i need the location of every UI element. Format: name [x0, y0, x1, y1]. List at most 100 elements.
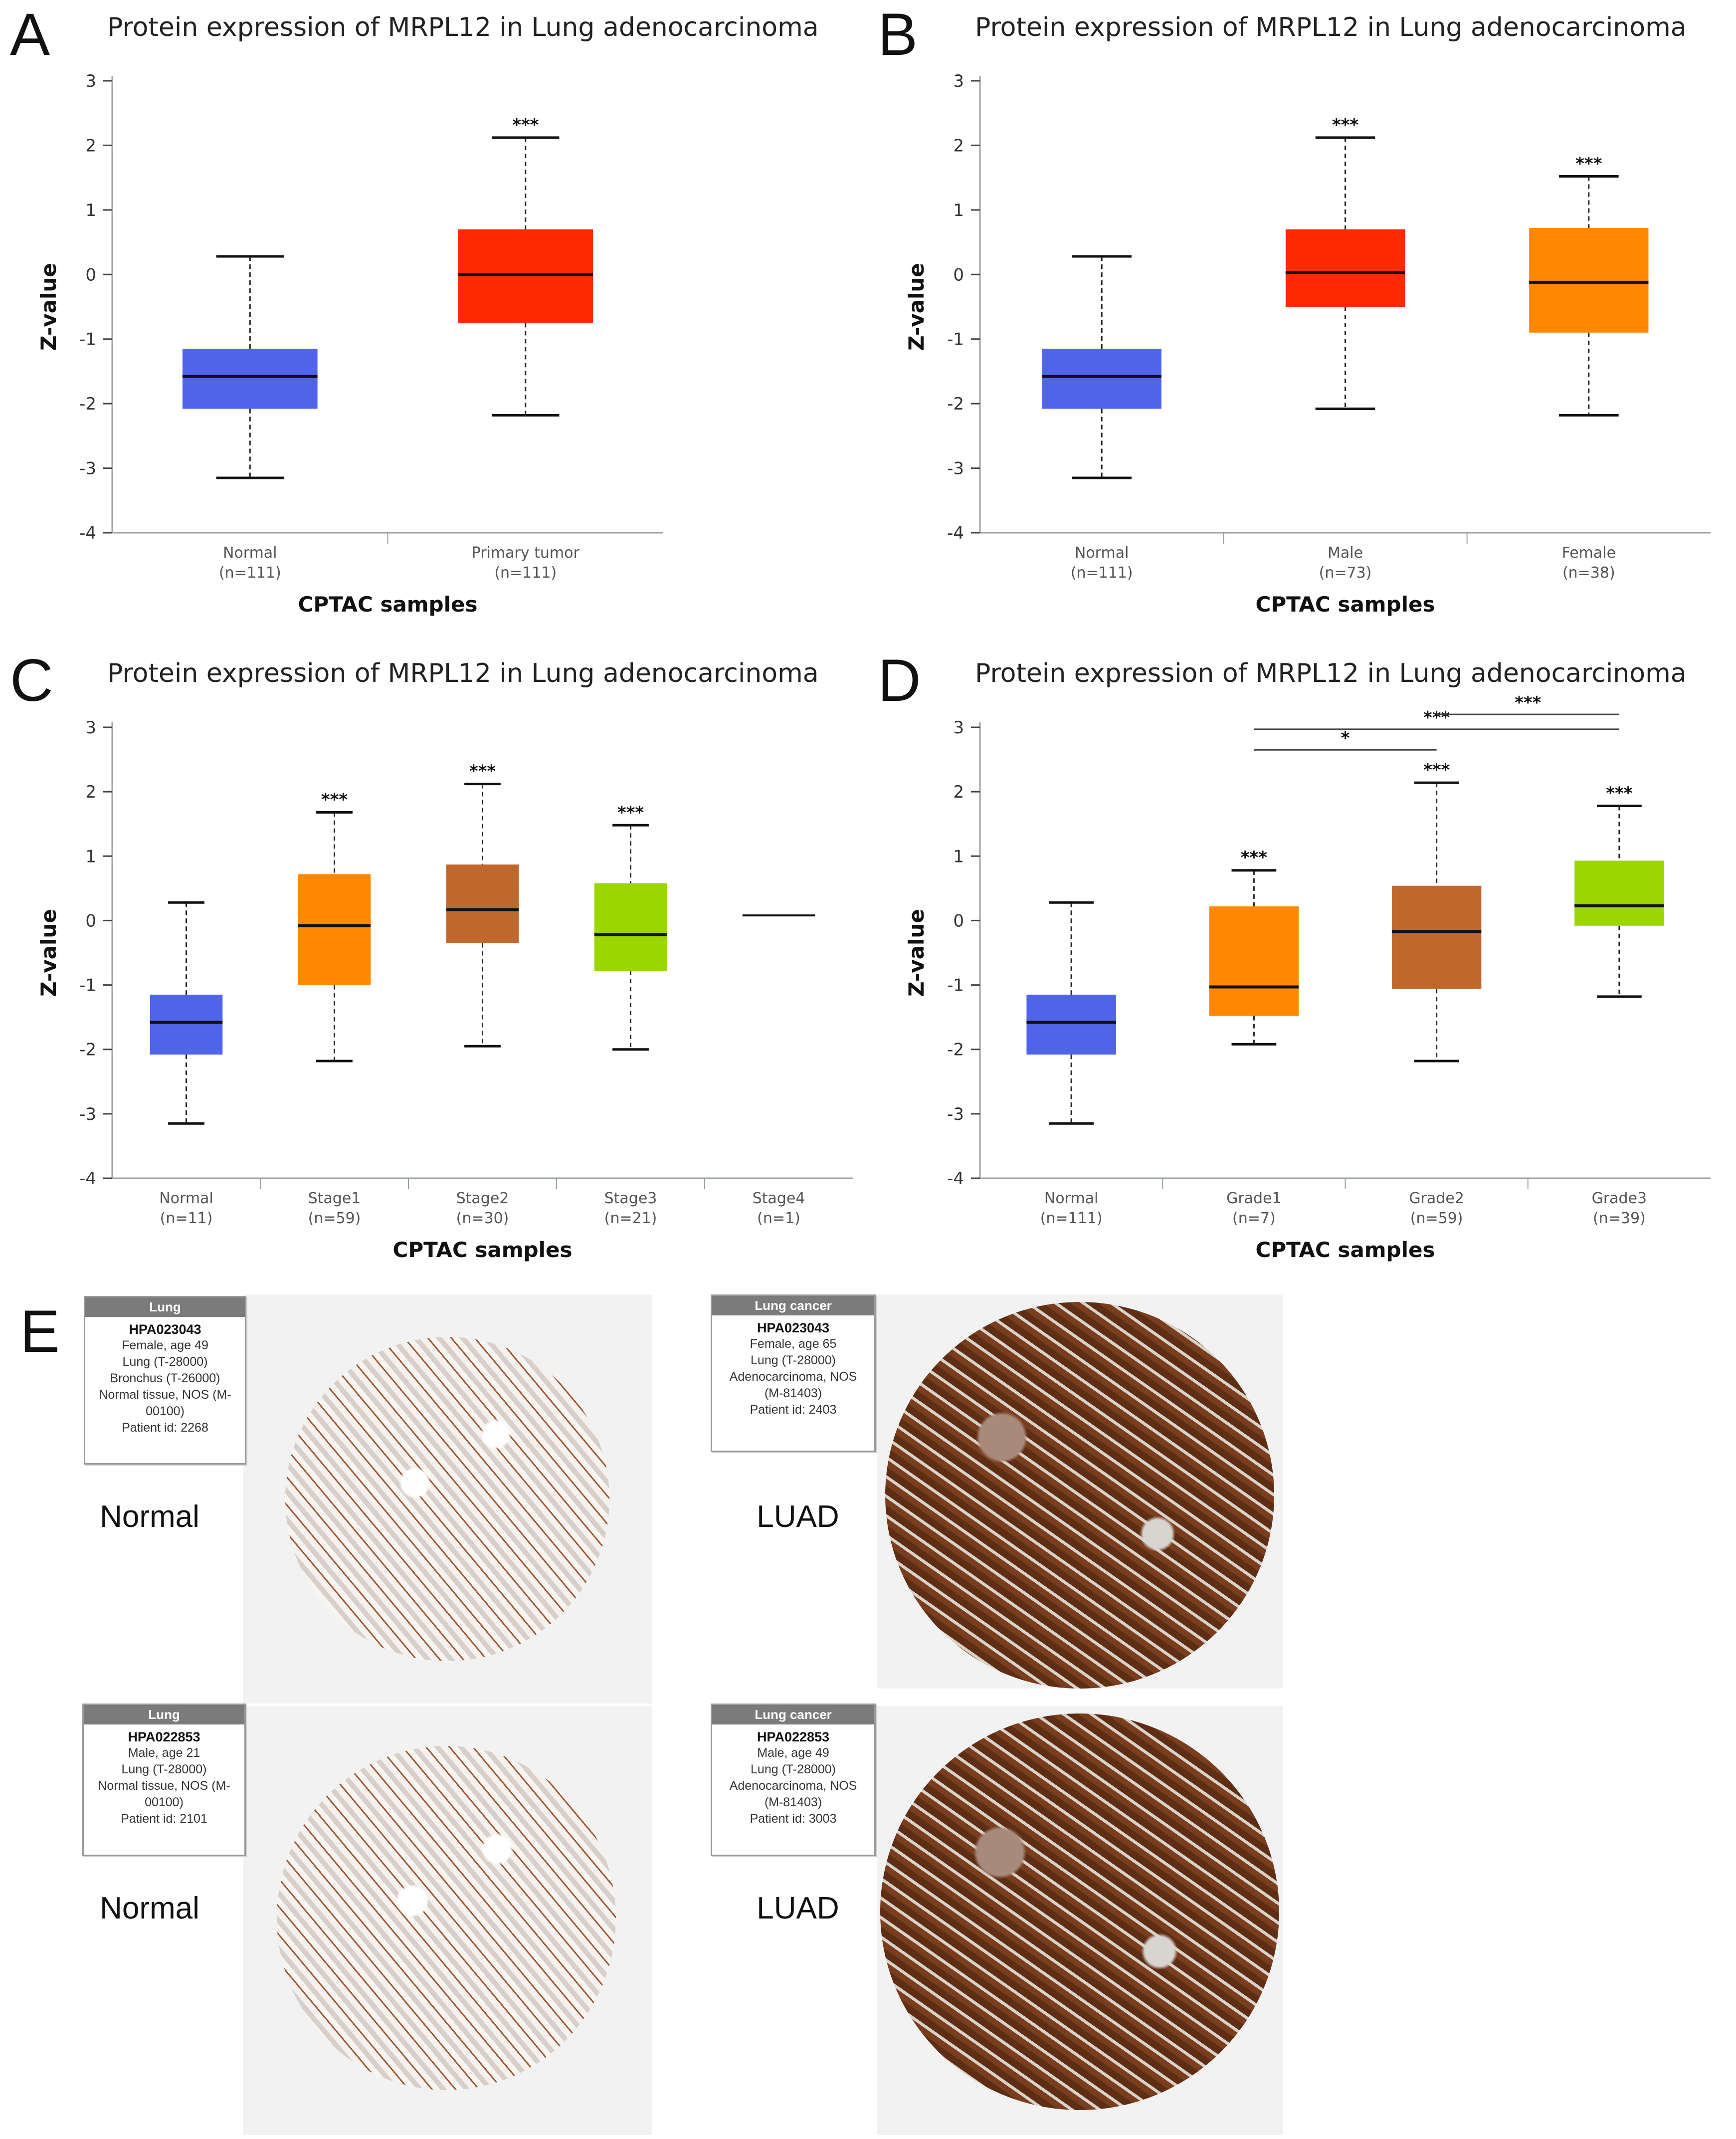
category-label: Primary tumor [472, 544, 580, 562]
chart-title: Protein expression of MRPL12 in Lung ade… [975, 12, 1687, 42]
comparison-sig: *** [1423, 708, 1450, 728]
tissue-type-label: Normal [100, 1891, 199, 1925]
category-label: Normal [223, 544, 277, 562]
significance-label: *** [321, 790, 348, 810]
antibody-id: HPA022853 [757, 1729, 830, 1744]
x-axis-title: CPTAC samples [1256, 1238, 1435, 1262]
box-iqr [446, 864, 519, 943]
card-detail-line: Male, age 21 [128, 1746, 200, 1760]
box-stage1: *** [298, 790, 371, 1063]
card-detail-line: Patient id: 2268 [122, 1421, 208, 1435]
box-grade2: *** [1391, 760, 1482, 1063]
significance-label: *** [1423, 760, 1450, 780]
category-count: (n=38) [1562, 564, 1615, 582]
panel-letter-e: E [20, 1298, 60, 1365]
card-detail-line: Bronchus (T-26000) [110, 1371, 220, 1385]
specimen-info-card: Lung cancer HPA022853 Male, age 49 Lung (T-… [711, 1704, 876, 1856]
box-iqr [182, 349, 318, 409]
y-tick-label: -3 [947, 459, 964, 479]
tissue-type-label: Normal [100, 1499, 199, 1534]
box-iqr [1285, 229, 1405, 307]
significance-label: *** [1606, 784, 1633, 804]
specimen-info-card: Lung cancer HPA023043 Female, age 65 Lung (… [711, 1294, 876, 1452]
y-tick-label: 2 [85, 782, 96, 802]
card-detail-line: Lung (T-28000) [122, 1355, 208, 1369]
card-detail-line: Male, age 49 [757, 1746, 829, 1760]
tissue-type-label: LUAD [757, 1499, 839, 1534]
y-tick-label: -1 [947, 330, 964, 350]
y-tick-label: -4 [79, 523, 96, 543]
box-normal [1026, 901, 1116, 1125]
card-detail-line: Normal tissue, NOS (M- [99, 1388, 231, 1402]
chart-title: Protein expression of MRPL12 in Lung ade… [975, 658, 1687, 688]
significance-label: *** [512, 115, 539, 135]
y-tick-label: -3 [79, 1104, 96, 1124]
y-tick-label: -2 [947, 394, 964, 414]
category-count: (n=7) [1232, 1210, 1276, 1227]
y-tick-label: -1 [79, 330, 96, 350]
panel-letter: B [878, 1, 918, 68]
significance-label: *** [617, 803, 644, 823]
x-axis-title: CPTAC samples [1256, 592, 1435, 617]
y-tick-label: 1 [953, 201, 964, 220]
specimen-info-card: Lung HPA022853 Male, age 21 Lung (T-28000) N… [82, 1704, 246, 1856]
significance-label: *** [1332, 115, 1359, 135]
tissue-core [880, 1713, 1279, 2110]
y-tick-label: 1 [85, 201, 96, 220]
y-tick-label: 0 [953, 265, 964, 285]
box-plot-figure: A Protein expression of MRPL12 in Lung ad… [10, 1, 1711, 1262]
card-detail-line: Adenocarcinoma, NOS [729, 1370, 857, 1384]
x-axis-title: CPTAC samples [393, 1238, 573, 1262]
y-tick-label: -1 [947, 976, 964, 996]
category-count: (n=73) [1319, 564, 1372, 582]
category-label: Grade1 [1226, 1190, 1282, 1207]
significance-label: *** [469, 762, 496, 782]
y-axis-title: Z-value [36, 909, 61, 997]
y-tick-label: 3 [85, 718, 96, 738]
tissue-type-label: LUAD [757, 1891, 839, 1925]
y-tick-label: 0 [85, 911, 96, 931]
chart-panel-a: A Protein expression of MRPL12 in Lung ad… [10, 1, 819, 617]
box-normal [150, 901, 223, 1125]
category-label: Grade3 [1592, 1190, 1647, 1207]
y-tick-label: -3 [947, 1104, 964, 1124]
y-tick-label: -2 [79, 1040, 96, 1060]
card-header: Lung cancer [712, 1296, 874, 1315]
y-tick-label: 0 [953, 911, 964, 931]
comparison-sig: * [1341, 728, 1350, 748]
card-detail-line: 00100) [145, 1795, 184, 1809]
y-tick-label: -2 [947, 1040, 964, 1060]
category-label: Male [1328, 544, 1363, 562]
category-label: Normal [1075, 544, 1129, 562]
y-tick-label: -3 [79, 459, 96, 479]
box-iqr [1529, 228, 1649, 333]
category-count: (n=11) [160, 1210, 213, 1227]
y-tick-label: -1 [79, 976, 96, 996]
box-normal [182, 255, 318, 479]
card-detail-line: Female, age 49 [122, 1338, 208, 1352]
box-iqr [1574, 860, 1664, 926]
card-detail-line: Patient id: 3003 [750, 1812, 837, 1826]
card-detail-line: 00100) [146, 1404, 185, 1418]
tissue-core [277, 1746, 616, 2090]
panel-letter: A [10, 1, 50, 68]
category-label: Female [1562, 544, 1616, 562]
box-iqr [150, 994, 223, 1055]
ihc-image [877, 1294, 1283, 1689]
card-detail-line: Adenocarcinoma, NOS [729, 1779, 857, 1793]
x-axis-title: CPTAC samples [298, 592, 478, 617]
y-axis-title: Z-value [904, 263, 929, 351]
box-iqr [458, 229, 593, 323]
y-axis-title: Z-value [904, 909, 929, 997]
box-stage2: *** [446, 762, 519, 1048]
box-female: *** [1529, 154, 1649, 417]
comparison-sig: *** [1515, 693, 1542, 713]
card-detail-line: Lung (T-28000) [751, 1353, 836, 1367]
category-count: (n=111) [1071, 564, 1133, 582]
chart-title: Protein expression of MRPL12 in Lung ade… [107, 12, 819, 42]
antibody-id: HPA023043 [129, 1322, 201, 1337]
card-header: Lung [84, 1705, 244, 1724]
category-count: (n=30) [456, 1210, 509, 1227]
antibody-id: HPA022853 [128, 1729, 200, 1744]
panel-letter: C [10, 647, 53, 714]
